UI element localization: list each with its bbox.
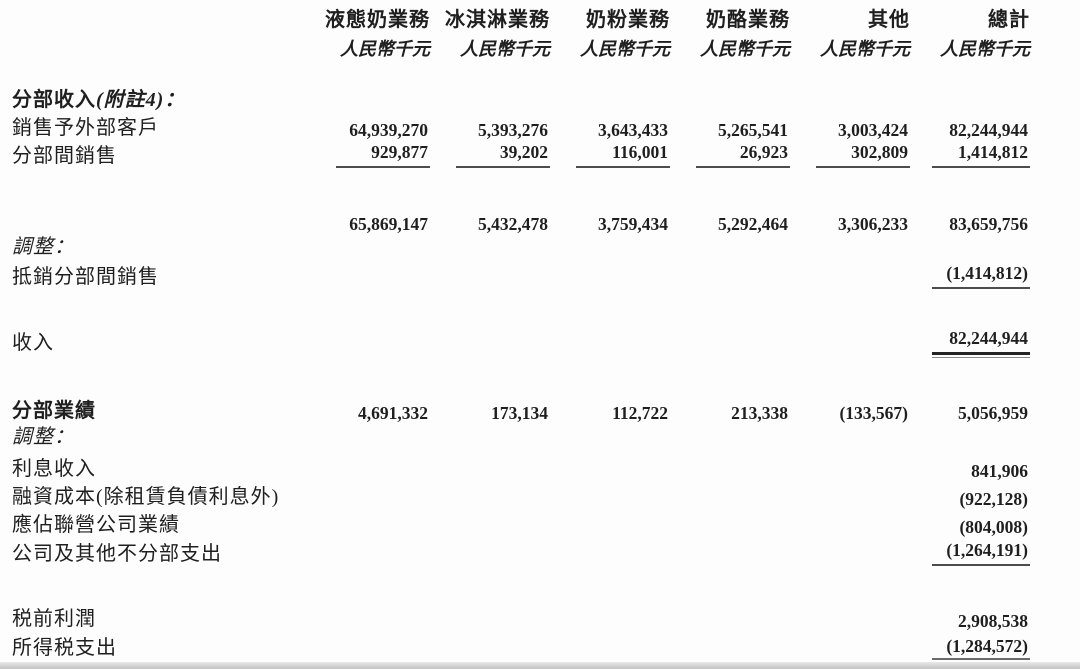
cell: (804,008) [959, 516, 1028, 537]
cell: (1,284,572) [910, 631, 1030, 660]
unit-label: 人民幣千元 [700, 39, 790, 60]
column-header-ice-cream: 冰淇淋業務 [445, 9, 550, 31]
page-cutoff-edge [0, 662, 1080, 669]
column-header-row: 液態奶業務 冰淇淋業務 奶粉業務 奶酪業務 其他 總計 [8, 4, 1030, 32]
cell: 1,414,812 [910, 140, 1030, 168]
row-label: 抵銷分部間銷售 [12, 266, 159, 288]
row-adjustments-heading-1: 調整： [8, 234, 1030, 259]
spacer-row [8, 168, 1030, 206]
cell: 3,003,424 [838, 119, 908, 140]
cell: 83,659,756 [949, 213, 1028, 234]
spacer-row [8, 355, 1030, 395]
row-label: 税前利潤 [12, 608, 96, 630]
cell: 82,244,944 [910, 323, 1030, 359]
cell: (922,128) [959, 488, 1028, 509]
cell: (1,414,812) [910, 259, 1030, 289]
cell: 82,244,944 [949, 119, 1028, 140]
row-segment-revenue-subtotal: 65,869,147 5,432,478 3,759,434 5,292,464… [8, 206, 1030, 234]
row-label: 應佔聯營公司業績 [12, 514, 180, 536]
cell: 3,306,233 [838, 213, 908, 234]
cell: 173,134 [491, 402, 548, 423]
cell: 213,338 [731, 402, 788, 423]
row-revenue-total: 收入 82,244,944 [8, 323, 1030, 359]
empty-corner-cell [8, 4, 310, 32]
cell: 5,393,276 [478, 119, 548, 140]
column-unit-row: 人民幣千元 人民幣千元 人民幣千元 人民幣千元 人民幣千元 人民幣千元 [8, 32, 1030, 60]
adjustments-heading: 調整： [12, 426, 75, 448]
spacer-row [8, 60, 1030, 88]
row-share-of-associates: 應佔聯營公司業績 (804,008) [8, 509, 1030, 537]
column-header-milk-powder: 奶粉業務 [586, 9, 670, 31]
row-profit-before-tax: 税前利潤 2,908,538 [8, 602, 1030, 631]
empty-cell [8, 32, 310, 60]
cell: 3,759,434 [598, 213, 668, 234]
column-header-others: 其他 [868, 9, 910, 31]
cell: 3,643,433 [598, 119, 668, 140]
section-heading-cell: 分部收入(附註4)： [8, 88, 1030, 112]
column-header-total: 總計 [988, 9, 1030, 31]
row-label: 利息收入 [12, 458, 96, 480]
unit-label: 人民幣千元 [340, 39, 430, 60]
row-income-tax-expense: 所得税支出 (1,284,572) [8, 631, 1030, 660]
cell: (1,264,191) [910, 537, 1030, 566]
row-label: 收入 [12, 332, 54, 354]
row-segment-results: 分部業績 4,691,332 173,134 112,722 213,338 (… [8, 395, 1030, 423]
unit-label: 人民幣千元 [940, 39, 1030, 60]
unit-label: 人民幣千元 [460, 39, 550, 60]
row-segment-revenue-heading: 分部收入(附註4)： [8, 88, 1030, 112]
cell: 26,923 [670, 140, 790, 168]
cell: 5,292,464 [718, 213, 788, 234]
unit-label: 人民幣千元 [820, 39, 910, 60]
unit-label: 人民幣千元 [580, 39, 670, 60]
cell: 929,877 [310, 140, 430, 168]
row-label: 所得税支出 [12, 637, 117, 659]
cell: 4,691,332 [358, 402, 428, 423]
cell: 112,722 [612, 402, 668, 423]
column-header-cheese: 奶酪業務 [706, 9, 790, 31]
row-label: 分部業績 [12, 400, 96, 422]
cell: 2,908,538 [958, 610, 1028, 631]
segment-information-table: 液態奶業務 冰淇淋業務 奶粉業務 奶酪業務 其他 總計 人民幣千元 人民幣千元 … [8, 4, 1030, 660]
row-sales-external: 銷售予外部客戶 64,939,270 5,393,276 3,643,433 5… [8, 112, 1030, 140]
row-adjustments-heading-2: 調整： [8, 423, 1030, 449]
cell: 39,202 [430, 140, 550, 168]
cell: 5,265,541 [718, 119, 788, 140]
segment-revenue-heading: 分部收入 [12, 89, 96, 111]
cell: 64,939,270 [349, 119, 428, 140]
cell: 5,056,959 [958, 402, 1028, 423]
row-intersegment-sales: 分部間銷售 929,877 39,202 116,001 26,923 302,… [8, 140, 1030, 168]
row-label: 融資成本(除租賃負債利息外) [12, 486, 280, 508]
adjustments-heading: 調整： [12, 236, 75, 258]
spacer-row [8, 289, 1030, 323]
cell: 65,869,147 [349, 213, 428, 234]
cell: 5,432,478 [478, 213, 548, 234]
cell: 116,001 [550, 140, 670, 168]
empty-cell [8, 206, 310, 234]
row-finance-costs: 融資成本(除租賃負債利息外) (922,128) [8, 481, 1030, 509]
row-elimination-intersegment: 抵銷分部間銷售 (1,414,812) [8, 259, 1030, 289]
spacer-row [8, 566, 1030, 602]
row-label: 銷售予外部客戶 [12, 117, 159, 139]
column-header-liquid-milk: 液態奶業務 [325, 9, 430, 31]
row-corporate-unallocated: 公司及其他不分部支出 (1,264,191) [8, 537, 1030, 566]
cell: 302,809 [790, 140, 910, 168]
row-label: 公司及其他不分部支出 [12, 543, 222, 565]
segment-revenue-heading-note: (附註4)： [96, 89, 186, 111]
row-label: 分部間銷售 [12, 145, 117, 167]
row-interest-income: 利息收入 841,906 [8, 449, 1030, 481]
cell: (133,567) [839, 402, 908, 423]
cell: 841,906 [971, 460, 1028, 481]
